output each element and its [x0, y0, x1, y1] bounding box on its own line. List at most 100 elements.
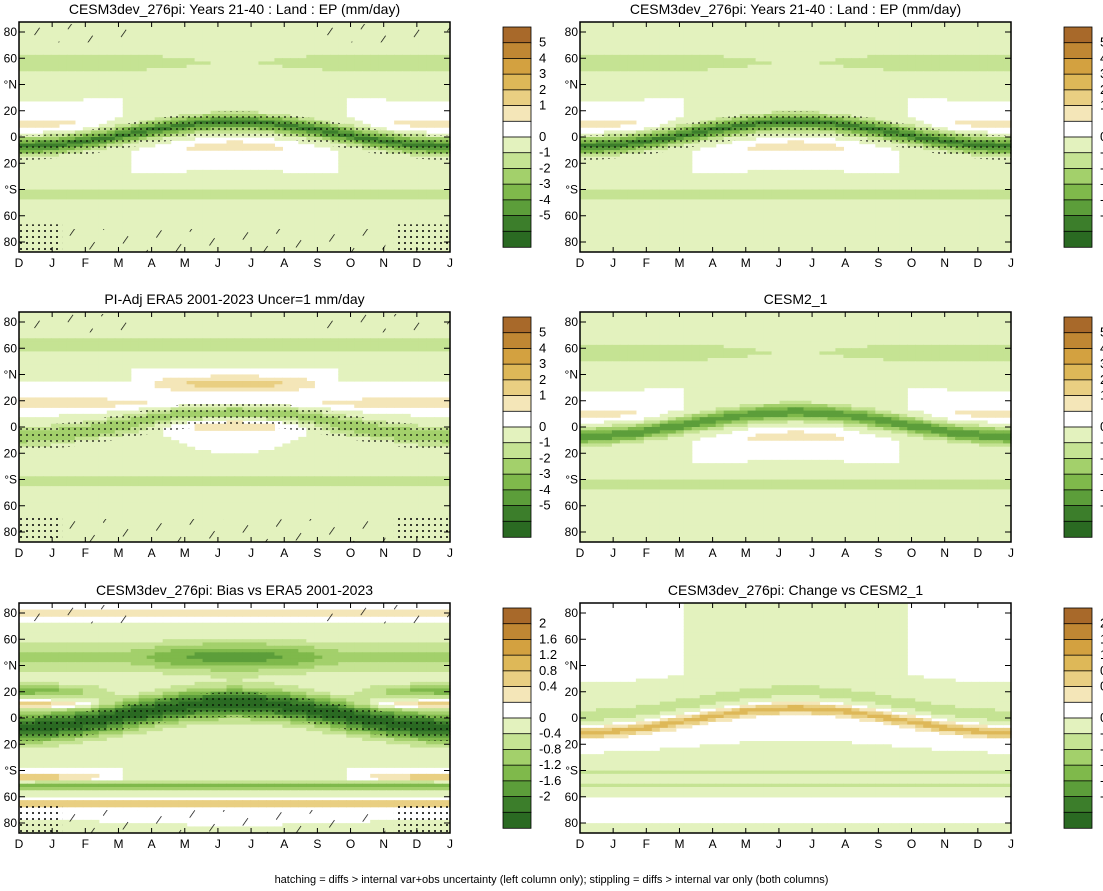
heatmap-cell [26, 183, 36, 187]
heatmap-cell [434, 163, 443, 168]
heatmap-cell [50, 41, 60, 46]
heatmap-cell [242, 35, 252, 40]
heatmap-cell [19, 45, 28, 49]
heatmap-cell [74, 196, 84, 201]
heatmap-cell [58, 71, 68, 76]
heatmap-cell [218, 61, 228, 66]
heatmap-cell [58, 120, 68, 125]
heatmap-cell [106, 54, 116, 59]
heatmap-cell [426, 51, 435, 56]
heatmap-cell [226, 48, 236, 53]
heatmap-cell [835, 45, 844, 49]
heatmap-cell [386, 209, 395, 214]
heatmap-cell [907, 58, 916, 63]
heatmap-cell [899, 28, 908, 33]
heatmap-cell [90, 179, 100, 184]
heatmap-cell [330, 81, 339, 86]
heatmap-cell [587, 54, 597, 59]
heatmap-cell [955, 31, 964, 36]
heatmap-cell [587, 123, 597, 128]
heatmap-cell [274, 212, 283, 217]
heatmap-cell [218, 35, 228, 40]
heatmap-cell [154, 91, 164, 95]
heatmap-cell [426, 189, 435, 194]
heatmap-cell [987, 77, 996, 82]
heatmap-cell [410, 176, 419, 181]
heatmap-cell [402, 169, 411, 174]
heatmap-cell [851, 48, 860, 53]
heatmap-cell [971, 68, 980, 72]
heatmap-cell [290, 189, 299, 194]
heatmap-cell [74, 48, 84, 53]
heatmap-cell [90, 87, 100, 92]
heatmap-cell [418, 212, 427, 217]
heatmap-cell [330, 51, 339, 56]
heatmap-cell [226, 146, 236, 151]
heatmap-cell [298, 94, 307, 99]
heatmap-cell [210, 219, 220, 224]
heatmap-cell [234, 22, 244, 26]
heatmap-cell [627, 22, 637, 26]
heatmap-cell [330, 179, 339, 184]
colorbar-label: -2 [539, 160, 551, 175]
heatmap-cell [715, 51, 725, 56]
heatmap-cell [178, 173, 188, 178]
heatmap-cell [923, 51, 932, 56]
heatmap-cell [274, 71, 283, 76]
heatmap-cell [587, 97, 597, 102]
heatmap-cell [98, 199, 108, 204]
heatmap-cell [42, 163, 52, 168]
heatmap-cell [114, 71, 124, 76]
heatmap-cell [98, 186, 108, 191]
heatmap-cell [939, 25, 948, 30]
heatmap-cell [66, 202, 76, 207]
heatmap-cell [186, 74, 196, 79]
heatmap-cell [170, 206, 180, 210]
heatmap-cell [19, 58, 28, 63]
heatmap-cell [747, 41, 757, 46]
heatmap-cell [410, 189, 419, 194]
heatmap-cell [186, 48, 196, 53]
heatmap-cell [242, 45, 252, 49]
heatmap-cell [106, 150, 116, 155]
heatmap-cell [90, 64, 100, 69]
heatmap-cell [370, 61, 379, 66]
heatmap-cell [146, 22, 156, 26]
heatmap-cell [755, 25, 765, 30]
heatmap-cell [26, 64, 36, 69]
heatmap-cell [418, 196, 427, 201]
heatmap-cell [19, 189, 28, 194]
heatmap-cell [979, 48, 988, 53]
heatmap-cell [162, 48, 172, 53]
heatmap-cell [787, 38, 797, 43]
heatmap-cell [98, 166, 108, 171]
heatmap-cell [250, 94, 260, 99]
heatmap-cell [298, 196, 307, 201]
heatmap-cell [595, 35, 605, 40]
heatmap-cell [106, 176, 116, 181]
heatmap-cell [242, 173, 252, 178]
heatmap-cell [410, 45, 419, 49]
heatmap-cell [338, 61, 347, 66]
heatmap-cell [394, 206, 403, 210]
heatmap-cell [66, 176, 76, 181]
heatmap-cell [819, 38, 829, 43]
heatmap-cell [306, 84, 315, 89]
heatmap-cell [66, 22, 76, 26]
heatmap-cell [731, 45, 741, 49]
heatmap-cell [354, 166, 363, 171]
heatmap-cell [122, 74, 132, 79]
heatmap-cell [82, 209, 92, 214]
heatmap-cell [723, 74, 733, 79]
heatmap-cell [426, 163, 435, 168]
heatmap-cell [683, 51, 693, 56]
heatmap-cell [330, 212, 339, 217]
heatmap-cell [386, 212, 395, 217]
heatmap-cell [114, 94, 124, 99]
heatmap-cell [146, 28, 156, 33]
heatmap-cell [386, 71, 395, 76]
heatmap-cell [627, 28, 637, 33]
heatmap-cell [819, 81, 829, 86]
heatmap-cell [234, 183, 244, 187]
heatmap-cell [106, 22, 116, 26]
